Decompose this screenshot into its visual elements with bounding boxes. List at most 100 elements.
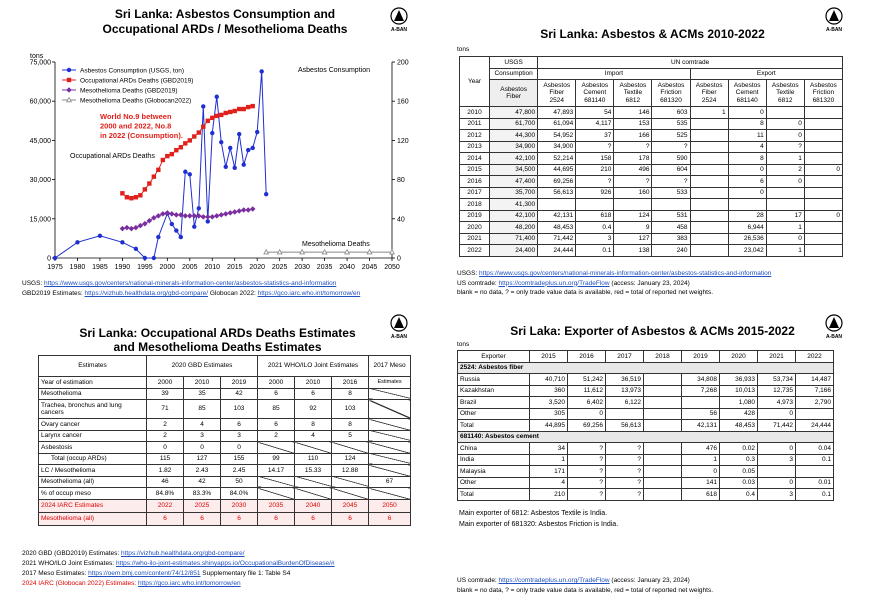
point	[129, 196, 134, 201]
cell: 47,400	[489, 175, 539, 188]
data-row: 2013 34,900 34,900??? 4?	[458, 140, 844, 153]
point	[228, 109, 233, 115]
cell: 2,790	[795, 396, 834, 409]
source-url: https://oem.bmj.com/content/74/12/851	[88, 570, 201, 577]
point	[147, 181, 152, 186]
data-row: Russia 40,710 51,242 36,519 34,808 36,933 53,7…	[457, 373, 834, 386]
source-label: USGS:	[457, 270, 480, 277]
logo-icon	[829, 10, 839, 21]
header-name: Asbestos Friction	[810, 81, 837, 97]
empty-cell	[689, 198, 729, 211]
source-label: (access: January 23, 2024)	[609, 577, 690, 584]
cell: 1	[689, 106, 729, 119]
x-tick-label: 2040	[339, 264, 355, 271]
data-row: Other 305 0 56 428 0	[457, 407, 834, 420]
cell: 35	[183, 387, 221, 400]
cell: 458	[651, 221, 691, 234]
header-cell: Asbestos Friction 681320	[651, 79, 691, 107]
cell: USGS	[489, 56, 539, 69]
cell: 71,442	[537, 232, 577, 245]
point	[344, 248, 351, 255]
empty-cell	[368, 387, 412, 400]
y-axis-label: tons	[30, 53, 44, 60]
header-cell: Asbestos Friction 681320	[803, 79, 844, 107]
cell: ?	[605, 442, 644, 455]
x-tick-label: 1995	[137, 264, 153, 271]
cell: 2020	[458, 221, 491, 234]
y2-tick-label: 200	[397, 60, 409, 67]
point	[146, 217, 153, 224]
header-code: 2524	[549, 96, 564, 104]
y2-tick-label: 80	[397, 177, 405, 184]
empty-cell	[643, 442, 682, 455]
cell: 99	[257, 452, 296, 465]
cell: 46	[146, 475, 184, 488]
x-tick-label: 1975	[47, 264, 63, 271]
point	[201, 124, 206, 129]
point	[156, 167, 161, 172]
cell: ?	[567, 476, 606, 489]
cell: 2021	[458, 232, 491, 245]
x-tick-label: 2025	[272, 264, 288, 271]
point	[245, 207, 251, 213]
cell: Import	[537, 67, 691, 80]
source-label: 2024 IARC (Globocan 2022) Estimates:	[22, 580, 138, 587]
empty-cell	[803, 117, 844, 130]
cell: Consumption	[489, 67, 539, 80]
data-row: Kazakhstan 360 11,612 13,973 7,268 10,013 12,7…	[457, 384, 834, 397]
cell: 6	[219, 418, 259, 431]
cell: 525	[651, 129, 691, 142]
source-label: blank = no data, ? = only trade value da…	[457, 586, 714, 594]
point	[192, 134, 197, 139]
header-cell: Asbestos Textile 6812	[613, 79, 653, 107]
point	[246, 104, 251, 110]
y2-tick-label: 160	[397, 99, 409, 106]
point	[155, 213, 162, 219]
cell: 618	[575, 209, 615, 222]
cell: 0	[765, 129, 805, 142]
empty-cell	[331, 475, 370, 488]
point	[169, 211, 175, 217]
point	[52, 255, 58, 261]
cell: LC / Mesothelioma	[38, 464, 147, 477]
point	[223, 164, 228, 169]
cell: 42	[219, 387, 259, 400]
empty-cell	[803, 232, 844, 245]
point	[192, 224, 197, 229]
cell: Year of estimation	[38, 376, 147, 389]
cell: 0.05	[719, 465, 758, 478]
cell: 47,893	[537, 106, 577, 119]
source-url: https://comtradeplus.un.org/TradeFlow	[498, 279, 610, 287]
cell: 590	[651, 152, 691, 165]
header-code: 681140	[584, 96, 606, 104]
empty-cell	[368, 399, 412, 419]
logo-icon	[390, 7, 408, 25]
point	[249, 206, 256, 212]
y2-tick-label: 0	[397, 256, 401, 263]
cell: 0	[765, 232, 805, 245]
empty-cell	[689, 232, 729, 245]
cell: 127	[613, 232, 653, 245]
legend-marker	[66, 87, 72, 93]
empty-cell	[803, 198, 844, 211]
data-row: 2014 42,100 52,214 158 178 590 8 1	[458, 152, 844, 165]
logo-icon	[394, 10, 404, 21]
cell: 103	[219, 399, 259, 419]
cell: 240	[651, 244, 691, 257]
point	[133, 195, 139, 200]
data-row: 2017 35,700 56,613 926 160 533 0	[458, 186, 844, 199]
source-line: GBD2019 Estimates: https://vizhub.health…	[22, 290, 360, 297]
data-row: 2016 47,400 69,256??? 6 0	[458, 175, 844, 188]
point	[196, 130, 201, 135]
cell: 69,256	[537, 175, 577, 188]
cell: 305	[529, 407, 568, 420]
cell: % of occup meso	[38, 487, 147, 500]
cell: 0	[757, 476, 796, 489]
cell: Kazakhstan	[457, 384, 530, 397]
point	[164, 210, 171, 216]
source-url: https://www.usgs.gov/centers/national-mi…	[44, 280, 337, 287]
cell: 124	[331, 452, 370, 465]
empty-cell	[727, 198, 767, 211]
cell: 171	[529, 465, 568, 478]
cell: 4,117	[575, 117, 615, 130]
